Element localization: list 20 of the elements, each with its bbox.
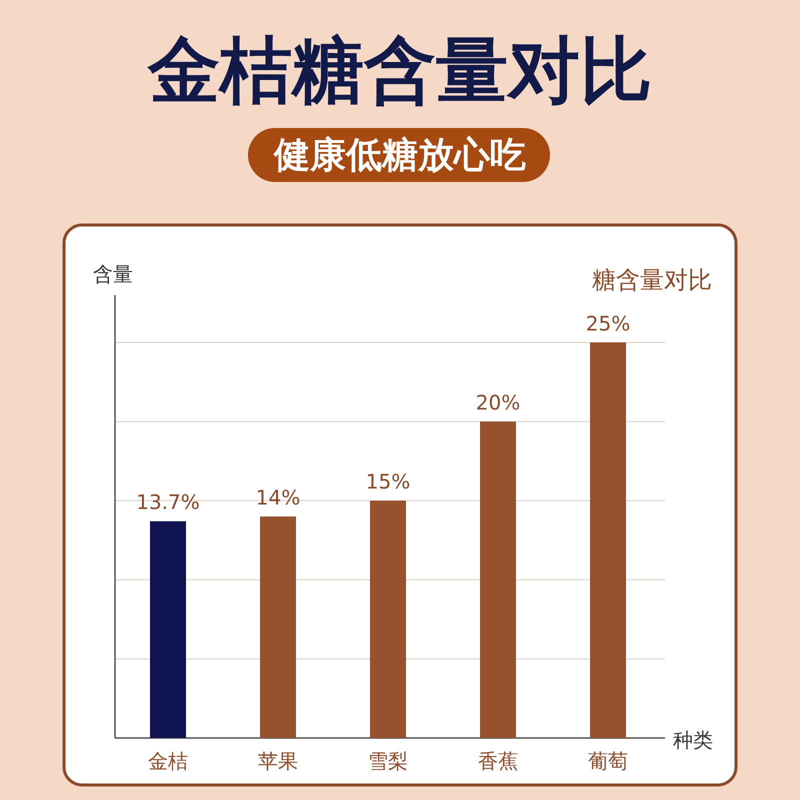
bar bbox=[150, 521, 186, 738]
bar bbox=[590, 342, 626, 738]
x-axis-title: 种类 bbox=[673, 728, 713, 752]
bar bbox=[260, 516, 296, 738]
x-tick-label: 苹果 bbox=[258, 749, 298, 773]
data-label: 14% bbox=[256, 486, 300, 510]
y-axis-title: 含量 bbox=[93, 262, 133, 286]
x-tick-label: 葡萄 bbox=[588, 749, 628, 773]
text: 糖含量对比 bbox=[592, 266, 712, 294]
data-label: 20% bbox=[476, 390, 520, 415]
bar bbox=[480, 422, 516, 738]
x-tick-label: 雪梨 bbox=[368, 749, 408, 773]
data-label: 15% bbox=[366, 470, 410, 494]
bar bbox=[370, 500, 406, 738]
chart-title: 金桔糖含量对比 bbox=[146, 28, 652, 112]
data-label: 25% bbox=[586, 311, 630, 336]
x-tick-label: 金桔 bbox=[148, 749, 188, 773]
chart-subtitle: 健康低糖放心吃 bbox=[273, 135, 526, 176]
x-tick-label: 香蕉 bbox=[478, 749, 518, 773]
data-label: 13.7% bbox=[136, 490, 200, 514]
